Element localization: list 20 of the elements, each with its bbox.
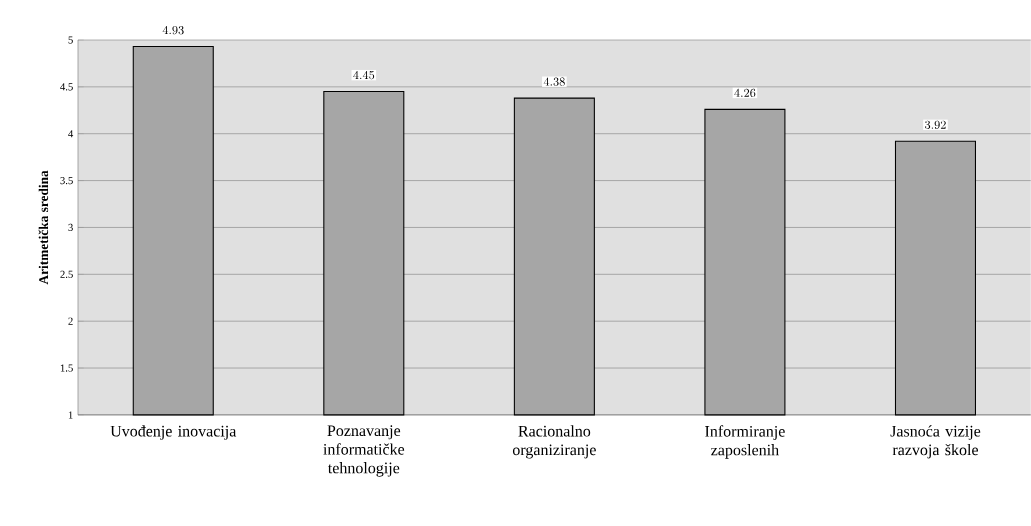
x-tick-label: Jasnoća vizije razvoja škole bbox=[890, 425, 981, 459]
data-label: 4.26 bbox=[734, 88, 756, 98]
x-tick-label: Racionalno organiziranje bbox=[512, 425, 596, 459]
y-tick-label: 1 bbox=[68, 411, 73, 419]
y-tick-label: 4 bbox=[68, 130, 74, 138]
y-tick-label: 3 bbox=[68, 223, 73, 232]
y-tick-label: 4.5 bbox=[60, 83, 73, 91]
y-tick-label: 5 bbox=[68, 36, 73, 44]
data-label: 3.92 bbox=[925, 120, 946, 130]
data-label: 4.38 bbox=[543, 77, 565, 86]
y-tick-label: 1.5 bbox=[60, 364, 73, 372]
data-label: 4.45 bbox=[353, 70, 375, 80]
data-label: 4.93 bbox=[162, 25, 184, 35]
y-tick-label: 2.5 bbox=[60, 270, 73, 278]
y-tick-label: 2 bbox=[68, 317, 73, 325]
x-tick-label: Informiranje zaposlenih bbox=[705, 425, 785, 459]
x-tick-label: Poznavanje informatičke tehnologije bbox=[323, 425, 405, 477]
y-tick-label: 3.5 bbox=[60, 177, 73, 185]
y-axis-title: Aritmetička sredina bbox=[38, 170, 49, 285]
x-tick-label: Uvođenje inovacija bbox=[110, 425, 237, 440]
